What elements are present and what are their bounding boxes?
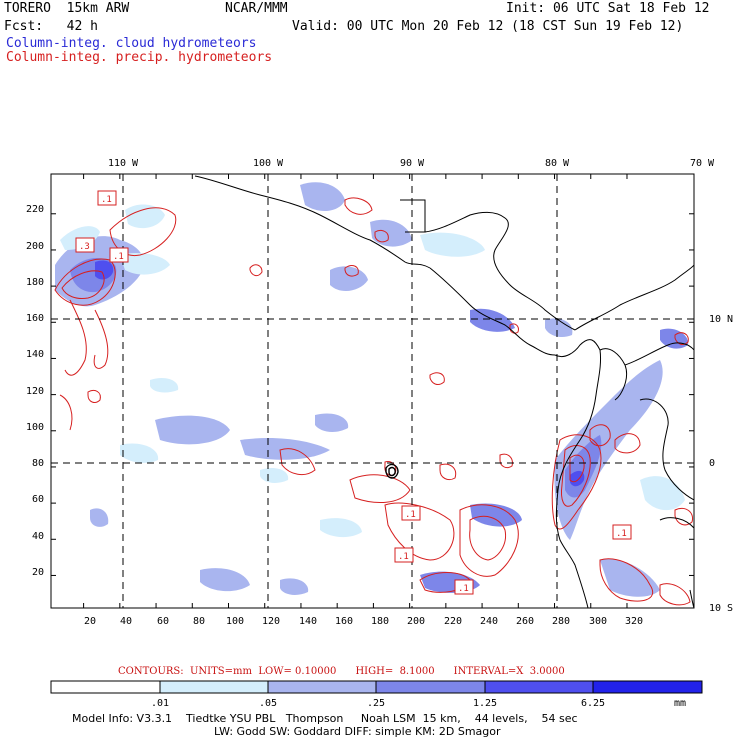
x-tick-label: 180 <box>371 616 389 627</box>
svg-text:.1: .1 <box>405 510 416 520</box>
svg-text:.1: .1 <box>113 252 124 262</box>
contour-info: CONTOURS: UNITS=mm LOW= 0.10000 HIGH= 8.… <box>118 666 565 677</box>
x-tick-label: 40 <box>120 616 132 627</box>
x-ticks <box>83 174 628 608</box>
y-tick-label: 180 <box>26 277 44 288</box>
lon-label: 70 W <box>690 158 715 169</box>
lat-label: 10 S <box>709 603 733 614</box>
forecast-hour: Fcst: 42 h <box>4 19 98 34</box>
lon-labels: 110 W 100 W 90 W 80 W 70 W <box>108 158 715 169</box>
x-tick-label: 140 <box>299 616 317 627</box>
x-tick-label: 200 <box>407 616 425 627</box>
y-tick-label: 140 <box>26 349 44 360</box>
model-info-line1: Model Info: V3.3.1 Tiedtke YSU PBL Thomp… <box>72 712 578 725</box>
colorbar-swatch <box>375 680 486 694</box>
x-tick-label: 60 <box>157 616 169 627</box>
lat-label: 10 N <box>709 314 733 325</box>
valid-time: Valid: 00 UTC Mon 20 Feb 12 (18 CST Sun … <box>292 19 684 34</box>
x-tick-label: 120 <box>262 616 280 627</box>
x-tick-label: 20 <box>84 616 96 627</box>
svg-text:.1: .1 <box>398 552 409 562</box>
y-tick-labels: 20 40 60 80 100 120 140 160 180 200 220 <box>26 204 44 578</box>
colorbar-label: 6.25 <box>581 698 605 709</box>
contour-label: .3 <box>75 237 95 253</box>
contour-label: .1 <box>401 505 421 521</box>
svg-text:.1: .1 <box>458 584 469 594</box>
coastlines <box>194 175 694 608</box>
colorbar-label: .05 <box>259 698 277 709</box>
model-title: TORERO 15km ARW <box>4 1 130 16</box>
lon-label: 90 W <box>400 158 425 169</box>
graticule <box>51 174 694 608</box>
x-tick-label: 100 <box>226 616 244 627</box>
contour-label: .1 <box>109 247 129 263</box>
colorbar-labels: .01 .05 .25 1.25 6.25 mm <box>151 698 686 709</box>
svg-text:.1: .1 <box>616 529 627 539</box>
y-tick-label: 120 <box>26 386 44 397</box>
colorbar-swatch <box>592 680 703 694</box>
y-tick-label: 80 <box>32 458 44 469</box>
center-label: NCAR/MMM <box>225 1 288 16</box>
colorbar-label: .01 <box>151 698 169 709</box>
y-tick-label: 60 <box>32 494 44 505</box>
model-info-line2: LW: Godd SW: Goddard DIFF: simple KM: 2D… <box>214 725 501 738</box>
precip-contours <box>54 197 694 606</box>
lat-label: 0 <box>709 458 715 469</box>
x-tick-label: 320 <box>625 616 643 627</box>
y-tick-label: 40 <box>32 531 44 542</box>
colorbar-swatch <box>484 680 594 694</box>
y-tick-label: 100 <box>26 422 44 433</box>
y-ticks <box>51 213 694 576</box>
plot-frame <box>50 173 695 609</box>
x-tick-label: 260 <box>516 616 534 627</box>
cloud-legend-text: Column-integ. cloud hydrometeors <box>6 36 257 51</box>
lon-label: 100 W <box>253 158 284 169</box>
colorbar-label: .25 <box>367 698 385 709</box>
black-contour <box>385 463 399 479</box>
x-tick-label: 240 <box>480 616 498 627</box>
colorbar-unit: mm <box>674 698 686 709</box>
svg-text:.1: .1 <box>101 195 112 205</box>
lon-label: 80 W <box>545 158 570 169</box>
contour-label: .1 <box>454 579 474 595</box>
y-tick-label: 200 <box>26 241 44 252</box>
y-tick-label: 160 <box>26 313 44 324</box>
x-tick-label: 300 <box>589 616 607 627</box>
colorbar-swatch <box>267 680 377 694</box>
x-tick-label: 220 <box>444 616 462 627</box>
colorbar <box>50 680 703 694</box>
x-tick-label: 80 <box>193 616 205 627</box>
init-time: Init: 06 UTC Sat 18 Feb 12 <box>506 1 710 16</box>
y-tick-label: 20 <box>32 567 44 578</box>
lon-label: 110 W <box>108 158 139 169</box>
colorbar-swatch <box>50 680 161 694</box>
contour-label: .1 <box>394 547 414 563</box>
precip-legend-text: Column-integ. precip. hydrometeors <box>6 50 273 65</box>
x-tick-labels: 20 40 60 80 100 120 140 160 180 200 220 … <box>84 616 643 627</box>
x-tick-label: 280 <box>552 616 570 627</box>
y-tick-label: 220 <box>26 204 44 215</box>
contour-label: .1 <box>97 190 117 206</box>
svg-text:.3: .3 <box>79 242 90 252</box>
colorbar-swatch <box>159 680 269 694</box>
lat-labels: 10 N 0 10 S <box>709 314 733 614</box>
contour-labels: .1 .3 .1 .1 .1 .1 .1 <box>75 190 632 595</box>
colorbar-label: 1.25 <box>473 698 497 709</box>
contour-label: .1 <box>612 524 632 540</box>
cloud-shading <box>55 182 689 597</box>
x-tick-label: 160 <box>335 616 353 627</box>
